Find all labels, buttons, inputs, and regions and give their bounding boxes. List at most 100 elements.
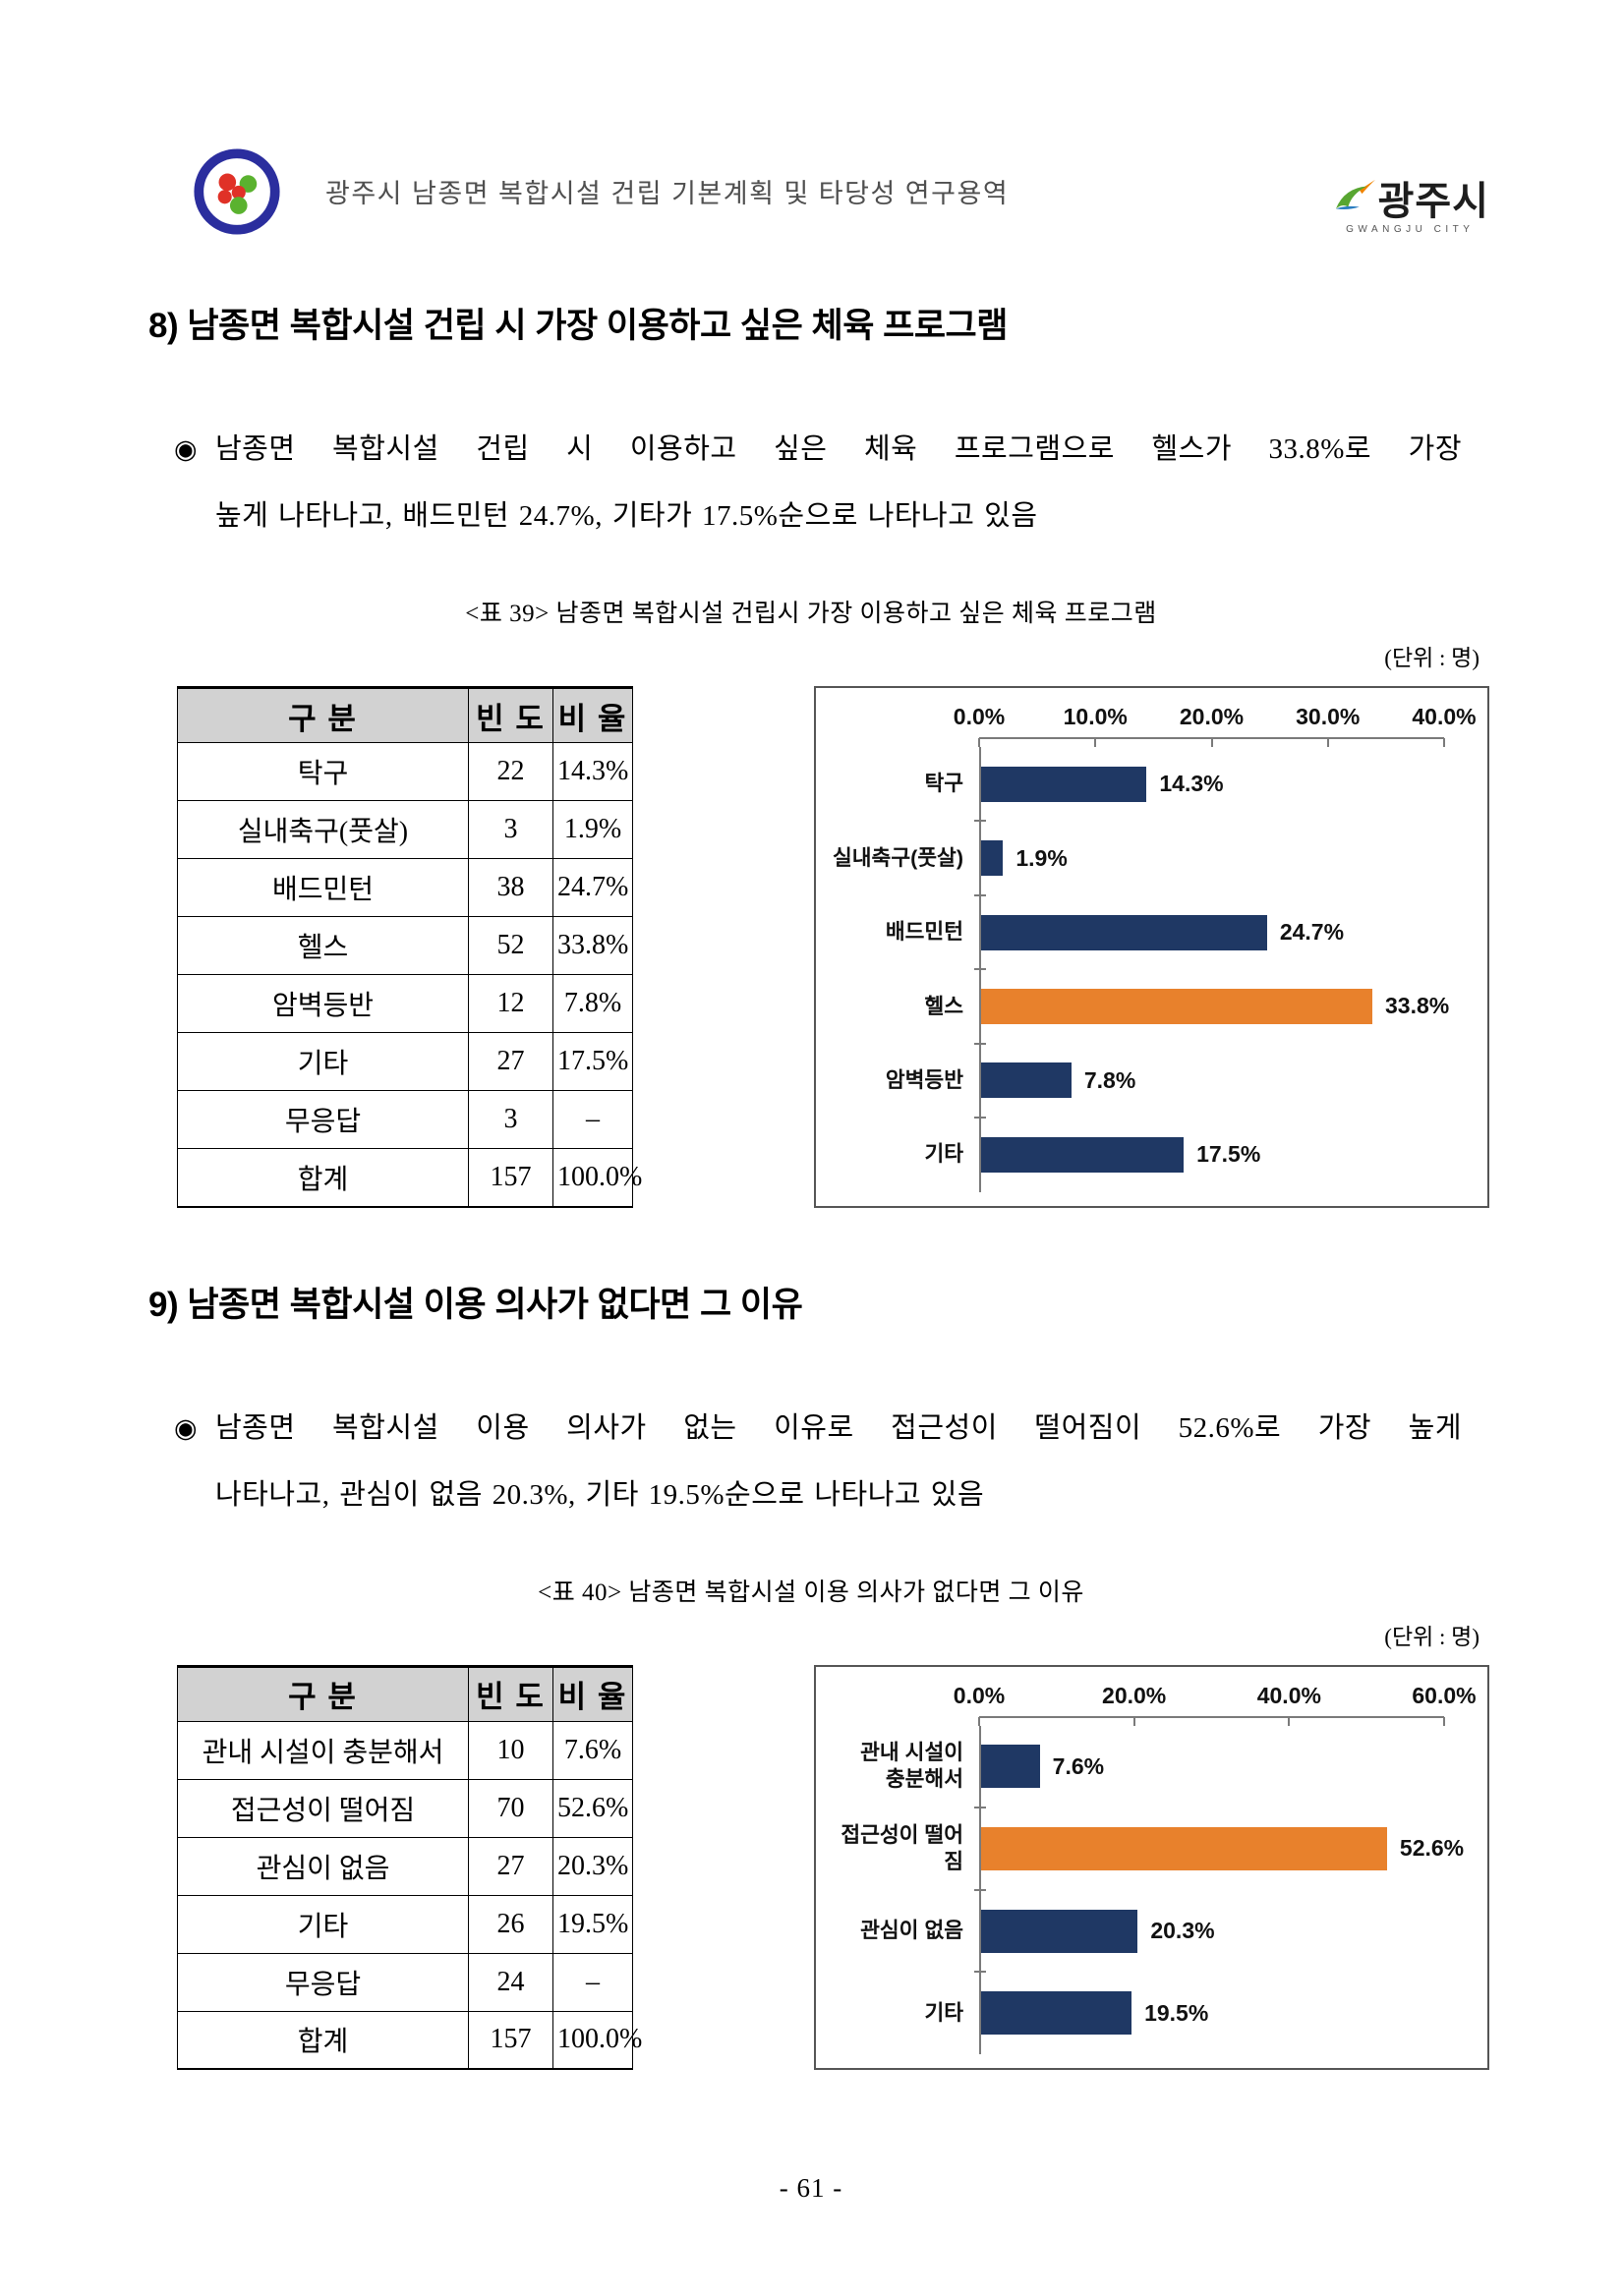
row-category: 기타	[177, 1032, 469, 1091]
chart-plot-area: 52.6%	[974, 1808, 1464, 1891]
col-header-frequency: 빈 도	[468, 687, 553, 743]
table-row: 탁구 22 14.3%	[177, 742, 633, 801]
chart-category-label: 헬스	[924, 994, 963, 1018]
chart-category-label: 실내축구(풋살)	[833, 845, 963, 870]
chart-category-label: 관심이 없음	[860, 1919, 963, 1943]
table-body: 관내 시설이 충분해서 10 7.6% 접근성이 떨어짐 70 52.6% 관심이 없음 27…	[177, 1720, 642, 2070]
col-header-ratio: 비 율	[552, 1665, 633, 1722]
bullet-icon: ◉	[174, 1412, 198, 1443]
row-frequency: 10	[468, 1720, 553, 1780]
table-row: 배드민턴 38 24.7%	[177, 858, 633, 917]
table-row: 무응답 3–	[177, 1090, 633, 1149]
table-header-row: 구 분 빈 도 비 율	[177, 1665, 633, 1722]
axis-tick-mark	[1210, 738, 1213, 747]
axis-tick-label: 0.0%	[953, 1682, 1006, 1708]
chart-plot-area: 33.8%	[974, 969, 1449, 1046]
row-frequency: 157	[468, 1148, 553, 1207]
city-wordmark: 광주시 GWANGJU CITY	[1331, 177, 1489, 235]
chart-bar-row: 관내 시설이 충분해서 7.6%	[830, 1725, 1444, 1808]
bar-chart: 0.0% 20.0% 40.0% 60.0% 관내 시설이 충분해서 7.6% 접근성이 …	[814, 1664, 1489, 2070]
page-number: - 61 -	[779, 2173, 843, 2203]
table-caption: <표 40> 남종면 복합시설 이용 의사가 없다면 그 이유	[538, 1578, 1084, 1606]
row-frequency: 70	[468, 1778, 553, 1838]
axis-tick-label: 10.0%	[1063, 704, 1128, 729]
chart-bar-row: 탁구 14.3%	[830, 747, 1444, 823]
row-category: 합계	[177, 1148, 469, 1207]
chart-bar	[981, 1745, 1040, 1789]
chart-plot-area: 14.3%	[974, 747, 1444, 823]
chart-value-label: 24.7%	[1279, 919, 1345, 946]
chart-bar	[981, 1909, 1138, 1953]
unit-label: (단위 : 명)	[1384, 646, 1479, 670]
page-header: 광주시 남종면 복합시설 건립 기본계획 및 타당성 연구용역 광주시 GWAN…	[133, 147, 1489, 235]
chart-value-label: 7.6%	[1052, 1752, 1105, 1779]
axis-tick-label: 40.0%	[1256, 1682, 1321, 1708]
data-table: 구 분 빈 도 비 율 관내 시설이 충분해서 10 7.6% 접근성이 떨어짐 70 5…	[177, 1664, 642, 2070]
bullet-paragraph: ◉ 남종면 복합시설 이용 의사가 없는 이유로 접근성이 떨어짐이 52.6%…	[174, 1395, 1462, 1528]
row-category: 관내 시설이 충분해서	[177, 1720, 469, 1780]
chart-plot-area: 7.6%	[974, 1725, 1444, 1808]
chart-bar	[981, 1062, 1072, 1099]
table-body: 탁구 22 14.3% 실내축구(풋살) 3 1.9% 배드민턴 38 24.7% 헬스 52 33.…	[177, 742, 642, 1207]
row-ratio: 1.9%	[552, 800, 633, 859]
row-frequency: 27	[468, 1032, 553, 1091]
col-header-frequency: 빈 도	[468, 1665, 553, 1722]
chart-bar	[981, 840, 1004, 877]
row-ratio: 14.3%	[552, 742, 633, 801]
axis-tick-mark	[1443, 1716, 1445, 1726]
city-emblem-icon	[194, 147, 280, 235]
row-category: 관심이 없음	[177, 1836, 469, 1896]
spacer	[633, 686, 814, 1208]
chart-value-label: 7.8%	[1083, 1066, 1136, 1093]
document-title: 광주시 남종면 복합시설 건립 기본계획 및 타당성 연구용역	[325, 179, 1010, 208]
chart-category-label: 탁구	[924, 772, 963, 796]
chart-axis-labels: 0.0% 20.0% 40.0% 60.0%	[954, 1682, 1477, 1716]
section-heading: 9) 남종면 복합시설 이용 의사가 없다면 그 이유	[148, 1285, 803, 1324]
chart-value-label: 14.3%	[1159, 771, 1224, 797]
paragraph-line: 나타나고, 관심이 없음 20.3%, 기타 19.5%순으로 나타나고 있음	[215, 1478, 985, 1511]
spacer	[633, 1665, 814, 2071]
chart-bar	[981, 1136, 1185, 1173]
city-logo-swoosh-icon	[1331, 177, 1378, 221]
row-category: 헬스	[177, 916, 469, 975]
table-row: 기타 27 17.5%	[177, 1032, 633, 1091]
chart-axis-line	[978, 1715, 1445, 1726]
chart-bar-row: 암벽등반 7.8%	[830, 1043, 1444, 1119]
row-frequency: 12	[468, 974, 553, 1033]
col-header-category: 구 분	[177, 1665, 469, 1722]
axis-tick-mark	[1132, 1716, 1135, 1726]
chart-bar	[981, 766, 1147, 802]
row-ratio: 7.8%	[552, 974, 633, 1033]
row-ratio: 100.0%	[552, 1148, 642, 1207]
axis-tick-mark	[1443, 738, 1445, 747]
table-row: 합계 157 100.0%	[177, 1148, 642, 1207]
axis-tick-mark	[1288, 1716, 1291, 1726]
row-frequency: 3	[468, 1090, 553, 1149]
city-wordmark-subtext: GWANGJU CITY	[1346, 224, 1475, 235]
section-9: 9) 남종면 복합시설 이용 의사가 없다면 그 이유 ◉ 남종면 복합시설 이…	[133, 1285, 1489, 2071]
row-ratio: 52.6%	[552, 1778, 633, 1838]
row-category: 암벽등반	[177, 974, 469, 1033]
table-row: 합계 157 100.0%	[177, 2010, 642, 2070]
row-frequency: 26	[468, 1894, 553, 1954]
chart-plot-area: 17.5%	[979, 1118, 1444, 1192]
chart-value-label: 1.9%	[1015, 844, 1068, 871]
table-row: 관내 시설이 충분해서 10 7.6%	[177, 1720, 633, 1780]
table-row: 접근성이 떨어짐 70 52.6%	[177, 1778, 633, 1838]
row-ratio: –	[552, 1952, 633, 2012]
chart-category-label: 기타	[924, 2000, 963, 2025]
table-row: 암벽등반 12 7.8%	[177, 974, 633, 1033]
axis-tick-label: 40.0%	[1412, 704, 1477, 729]
chart-plot-area: 20.3%	[974, 1889, 1444, 1973]
row-category: 합계	[177, 2010, 469, 2070]
table-and-chart: 구 분 빈 도 비 율 탁구 22 14.3% 실내축구(풋살) 3 1.9% 배드민턴 38…	[177, 686, 1489, 1208]
row-ratio: 100.0%	[552, 2010, 642, 2070]
chart-plot-area: 19.5%	[979, 1972, 1444, 2054]
row-ratio: 20.3%	[552, 1836, 633, 1896]
chart-bar-row: 관심이 없음 20.3%	[830, 1889, 1444, 1973]
section-heading: 8) 남종면 복합시설 건립 시 가장 이용하고 싶은 체육 프로그램	[148, 307, 1008, 345]
chart-plot-area: 1.9%	[974, 821, 1444, 897]
paragraph-line: 남종면 복합시설 건립 시 이용하고 싶은 체육 프로그램으로 헬스가 33.8…	[215, 433, 1462, 465]
chart-category-label: 암벽등반	[885, 1067, 963, 1092]
